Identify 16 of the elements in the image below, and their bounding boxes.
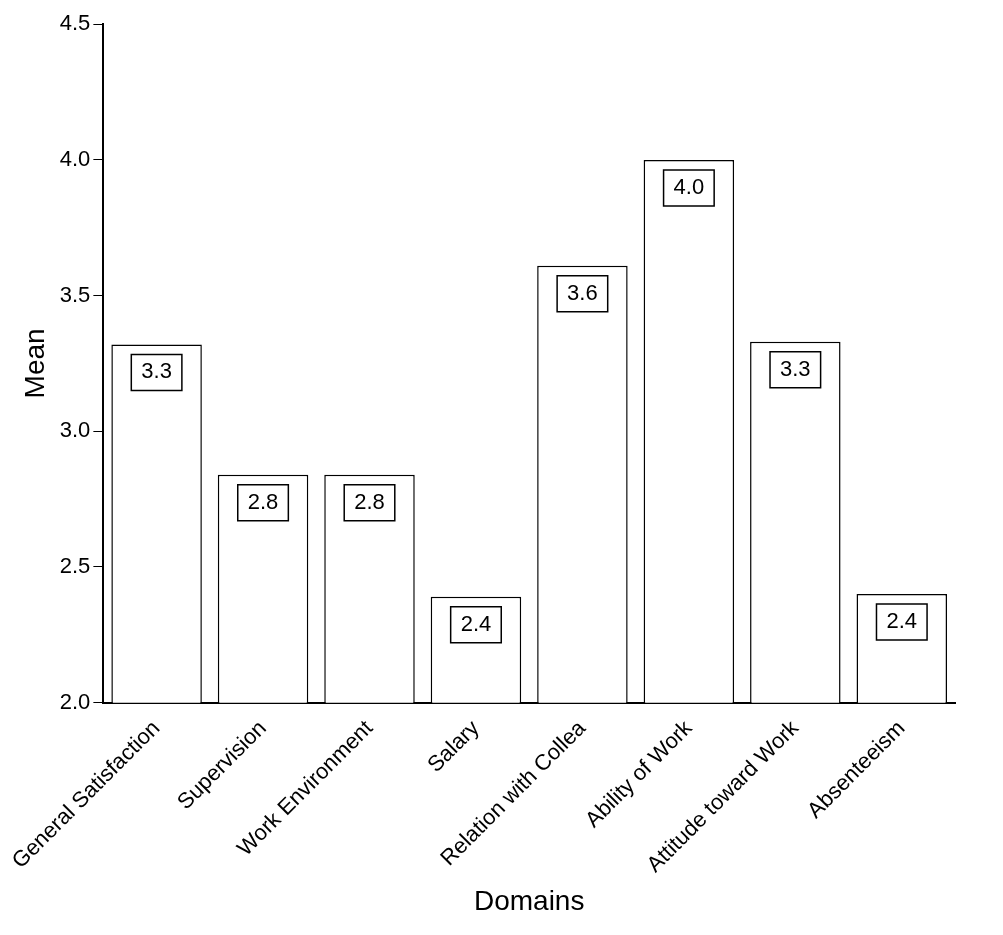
y-tick-label: 3.0 [59,417,91,443]
data-label: 3.3 [141,358,172,384]
y-tick-label: 2.0 [59,688,91,714]
y-tick-label: 4.0 [59,145,91,171]
data-label: 2.4 [886,608,918,634]
y-tick-label: 2.5 [59,553,91,579]
data-label: 3.6 [567,279,598,305]
data-label: 3.3 [780,355,811,381]
data-label: 2.4 [460,610,492,636]
y-axis-title: Mean [18,328,50,399]
data-label: 4.0 [673,173,705,199]
data-label: 2.8 [354,488,385,514]
data-label: 2.8 [247,488,279,514]
x-axis-title: Domains [473,884,585,916]
y-tick-label: 4.5 [59,10,91,36]
y-tick-label: 3.5 [59,281,91,307]
